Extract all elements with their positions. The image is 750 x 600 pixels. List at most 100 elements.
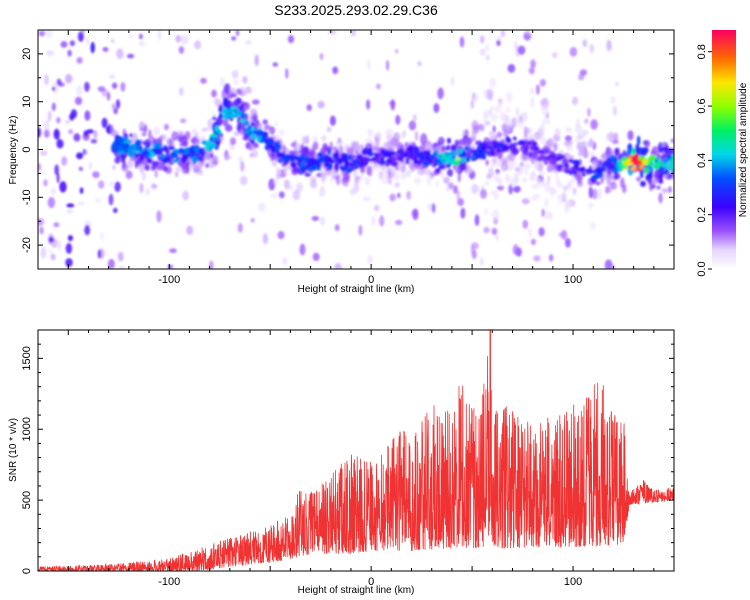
spectral-blob: [437, 87, 444, 100]
spectral-blob: [581, 172, 586, 177]
spectral-blob: [296, 161, 302, 167]
spectral-blob: [176, 130, 185, 136]
spectral-blob: [182, 148, 190, 155]
spectral-blob: [311, 216, 320, 221]
spectral-blob: [555, 153, 563, 157]
spectral-blob: [56, 78, 62, 86]
spectral-blob: [630, 166, 637, 172]
spectral-blob: [485, 181, 490, 186]
spectral-blob: [59, 181, 67, 193]
spectral-blob: [285, 68, 289, 79]
x-tick-label: 100: [564, 576, 582, 588]
spectral-blob: [191, 136, 198, 145]
spectral-blob: [636, 176, 641, 182]
spectral-blob: [522, 219, 529, 229]
spectral-blob: [206, 126, 213, 131]
snr-x-label: Height of straight line (km): [298, 585, 415, 596]
spectral-blob: [539, 79, 547, 87]
spectral-blob: [350, 143, 355, 149]
spectral-blob: [457, 198, 464, 207]
spectral-blob: [581, 130, 589, 136]
spectral-blob: [136, 146, 141, 152]
spectral-blob: [670, 138, 674, 143]
spectral-blob: [73, 133, 81, 142]
spectral-blob: [407, 144, 414, 151]
spectral-blob: [530, 183, 539, 190]
spectral-blob: [595, 181, 601, 186]
spectral-blob: [388, 167, 396, 174]
spectral-blob: [228, 109, 234, 114]
spectral-blob: [76, 57, 83, 64]
spectral-blob: [539, 170, 545, 177]
spectral-blob: [582, 149, 590, 159]
spectral-blob: [433, 103, 440, 113]
spectral-blob: [480, 188, 487, 199]
spectral-blob: [252, 149, 259, 158]
spectral-blob: [656, 185, 661, 190]
spectral-blob: [456, 190, 461, 201]
spectral-blob: [38, 163, 42, 171]
spectral-blob: [413, 147, 420, 154]
spectral-blob: [539, 124, 545, 132]
spectral-blob: [55, 135, 60, 140]
spectral-blob: [134, 155, 140, 164]
spectral-blob: [551, 188, 558, 195]
spectral-blob: [274, 120, 279, 127]
spectral-blob: [250, 127, 255, 132]
spectral-blob: [176, 166, 182, 172]
spectral-blob: [316, 163, 322, 168]
spectral-blob: [355, 159, 360, 166]
y-tick-label: 1500: [21, 346, 33, 370]
spectral-blob: [77, 201, 86, 206]
spectral-blob: [328, 30, 337, 35]
spectral-blob: [454, 139, 459, 148]
spectral-blob: [520, 162, 524, 167]
spectral-blob: [191, 128, 197, 136]
spectral-blob: [556, 176, 561, 185]
spectral-blob: [446, 144, 451, 150]
spectral-blob: [349, 188, 356, 196]
spectral-blob: [229, 137, 237, 146]
spectral-blob: [455, 157, 461, 161]
spectral-blob: [266, 138, 272, 145]
spectral-blob: [281, 257, 288, 265]
spectral-blob: [117, 265, 125, 269]
spectral-blob: [456, 149, 461, 155]
spectral-blob: [606, 132, 611, 141]
spectral-blob: [224, 155, 232, 160]
spectral-blob: [40, 150, 48, 156]
spectral-blob: [596, 188, 603, 200]
spectral-blob: [571, 177, 577, 184]
spectral-blob: [151, 160, 157, 171]
spectral-blob: [364, 176, 371, 186]
spectral-blob: [43, 129, 50, 138]
spectral-blob: [443, 176, 450, 184]
spectral-blob: [253, 142, 259, 149]
spectral-blob: [647, 161, 654, 167]
spectral-blob: [561, 192, 566, 199]
spectral-blob: [38, 30, 46, 37]
spectral-blob: [43, 179, 48, 187]
spectral-blob: [578, 134, 582, 139]
spectral-blob: [229, 87, 236, 94]
spectral-blob: [508, 118, 513, 128]
spectral-blob: [605, 186, 612, 194]
spectral-blob: [286, 154, 291, 159]
x-tick-label: 0: [368, 274, 374, 286]
spectral-blob: [273, 141, 280, 146]
spectral-blob: [551, 52, 558, 58]
colorbar-gradient: [712, 30, 736, 269]
spectral-blob: [112, 165, 116, 170]
spectral-blob: [395, 219, 403, 226]
spectral-blob: [496, 39, 501, 46]
colorbar-label: Normalized spectral amplitude: [738, 82, 749, 217]
spectral-blob: [299, 153, 305, 160]
spectral-blob: [337, 157, 343, 164]
spectral-blob: [209, 260, 214, 269]
spectral-blob: [490, 113, 498, 122]
spectral-blob: [480, 124, 485, 132]
spectral-blob: [309, 160, 315, 167]
spectral-blob: [66, 203, 75, 208]
spectral-blob: [601, 164, 607, 169]
spectral-blob: [270, 193, 278, 199]
